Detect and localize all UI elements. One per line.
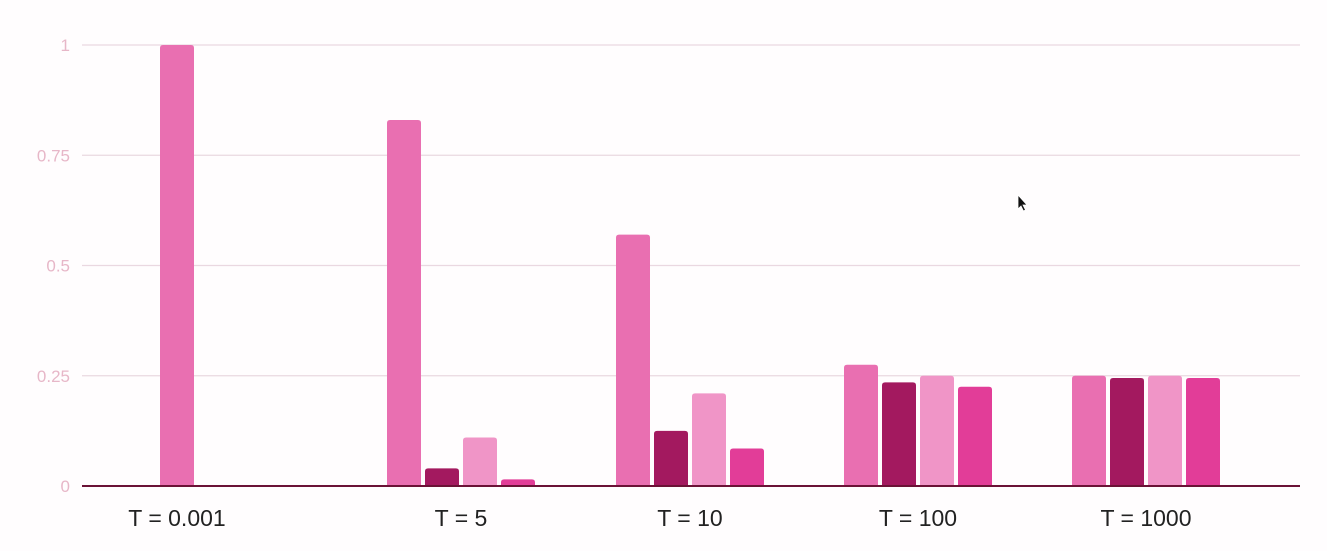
bars	[160, 45, 1220, 486]
bar-3-2	[654, 430, 688, 486]
x-category-label: T = 10	[657, 505, 722, 531]
bar-4-2	[882, 382, 916, 486]
bar-5-3	[1148, 375, 1182, 486]
bar-3-3	[692, 393, 726, 486]
bar-3-4	[730, 448, 764, 486]
x-category-label: T = 100	[879, 505, 957, 531]
bar-2-1	[387, 119, 421, 486]
bar-1-1	[160, 45, 194, 486]
bar-5-1	[1072, 375, 1106, 486]
x-category-label: T = 5	[435, 505, 488, 531]
bar-4-3	[920, 375, 954, 486]
y-tick-labels: 0 0.25 0.5 0.75 1	[37, 36, 70, 496]
x-category-label: T = 1000	[1100, 505, 1191, 531]
bar-4-1	[844, 364, 878, 486]
bar-3-1	[616, 234, 650, 486]
x-category-label: T = 0.001	[128, 505, 225, 531]
bar-5-4	[1186, 377, 1220, 486]
y-tick-label: 0.25	[37, 367, 70, 386]
y-tick-label: 0.5	[46, 257, 70, 276]
x-category-labels: T = 0.001 T = 5 T = 10 T = 100 T = 1000	[128, 505, 1191, 531]
mouse-pointer-icon	[1017, 193, 1028, 212]
bar-2-4	[501, 479, 535, 486]
gridlines	[82, 44, 1300, 377]
y-tick-label: 1	[61, 36, 70, 55]
y-tick-label: 0	[61, 477, 70, 496]
bar-2-2	[425, 468, 459, 486]
bar-4-4	[958, 386, 992, 486]
bar-5-2	[1110, 377, 1144, 486]
y-tick-label: 0.75	[37, 146, 70, 165]
bar-2-3	[463, 437, 497, 486]
